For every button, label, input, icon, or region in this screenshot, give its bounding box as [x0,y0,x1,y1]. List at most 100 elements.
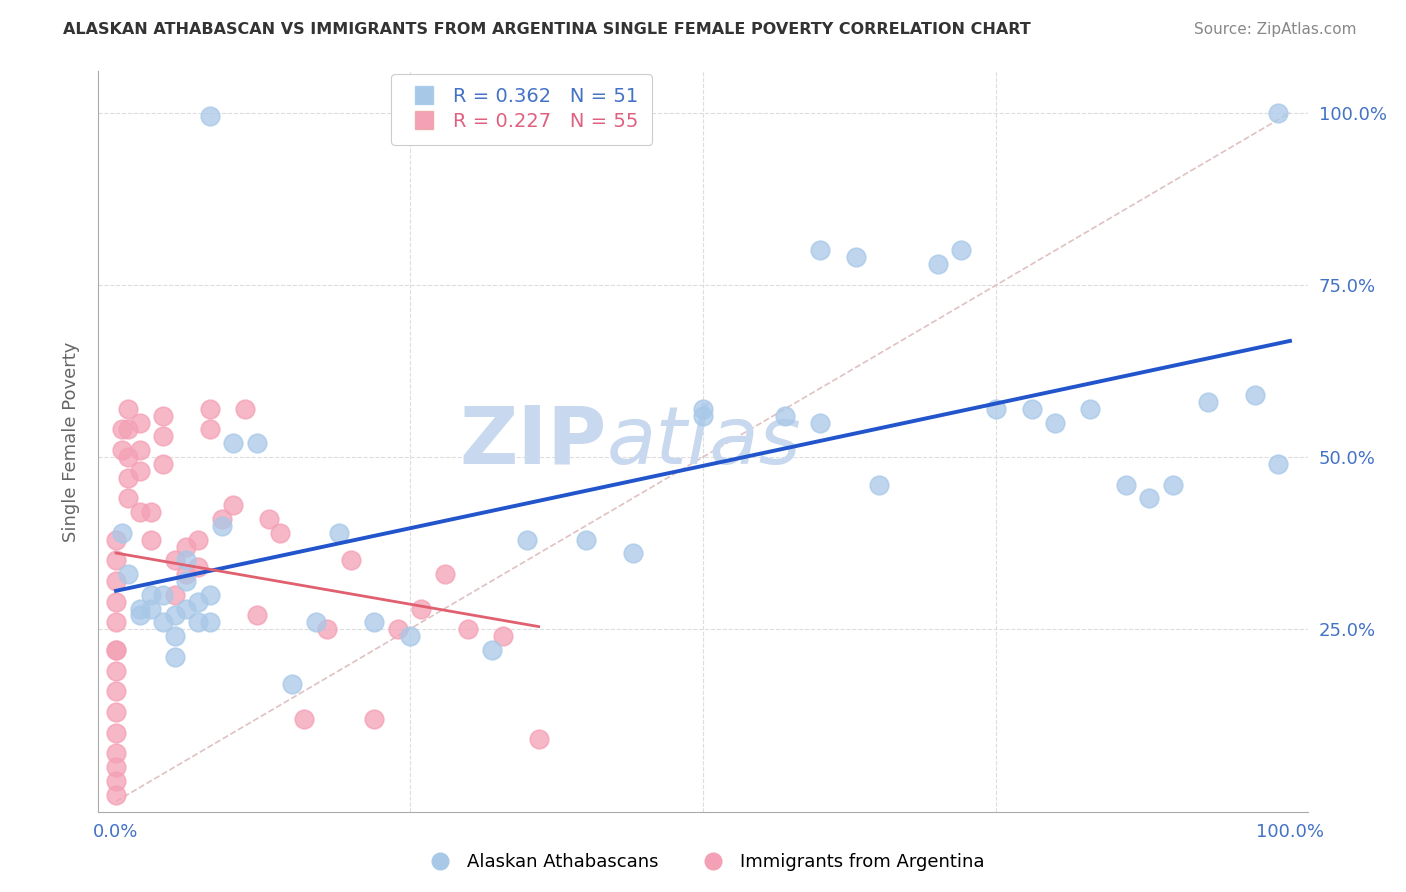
Point [292,712,315,726]
Y-axis label: Single Female Poverty: Single Female Poverty [62,342,80,541]
Point [211,519,233,533]
Point [411,601,433,615]
Point [1043,416,1066,430]
Point [1080,401,1102,416]
Point [176,567,198,582]
Point [117,567,139,582]
Point [246,436,269,450]
Point [111,422,134,436]
Point [257,512,280,526]
Point [198,615,221,630]
Text: atlas: atlas [606,402,801,481]
Point [117,401,139,416]
Point [233,401,256,416]
Point [1115,477,1137,491]
Point [105,615,128,630]
Point [187,533,209,547]
Point [211,512,233,526]
Point [176,574,198,588]
Point [398,629,420,643]
Point [340,553,363,567]
Point [117,450,139,464]
Text: ALASKAN ATHABASCAN VS IMMIGRANTS FROM ARGENTINA SINGLE FEMALE POVERTY CORRELATIO: ALASKAN ATHABASCAN VS IMMIGRANTS FROM AR… [63,22,1031,37]
Point [198,422,221,436]
Point [868,477,890,491]
Point [128,464,150,478]
Point [1243,388,1265,402]
Point [492,629,515,643]
Point [141,601,163,615]
Point [481,643,503,657]
Point [111,525,134,540]
Point [105,574,128,588]
Point [1267,457,1289,471]
Point [316,622,339,636]
Point [516,533,538,547]
Legend: Alaskan Athabascans, Immigrants from Argentina: Alaskan Athabascans, Immigrants from Arg… [415,847,991,879]
Point [363,615,385,630]
Point [152,615,174,630]
Point [222,436,245,450]
Point [105,553,128,567]
Point [808,244,831,258]
Point [187,595,209,609]
Point [152,588,174,602]
Point [575,533,598,547]
Point [176,553,198,567]
Point [105,773,128,788]
Point [105,760,128,774]
Point [187,615,209,630]
Point [198,401,221,416]
Point [105,664,128,678]
Text: Source: ZipAtlas.com: Source: ZipAtlas.com [1194,22,1357,37]
Point [246,608,269,623]
Point [141,588,163,602]
Point [163,588,186,602]
Point [128,608,150,623]
Point [152,457,174,471]
Point [187,560,209,574]
Point [621,546,644,560]
Point [176,601,198,615]
Point [117,471,139,485]
Point [692,409,714,423]
Point [128,505,150,519]
Legend: R = 0.362   N = 51, R = 0.227   N = 55: R = 0.362 N = 51, R = 0.227 N = 55 [391,74,652,145]
Point [808,416,831,430]
Point [457,622,479,636]
Point [198,109,221,123]
Point [1197,395,1219,409]
Point [105,746,128,760]
Point [105,788,128,802]
Point [927,257,949,271]
Text: ZIP: ZIP [458,402,606,481]
Point [141,533,163,547]
Point [105,643,128,657]
Point [1137,491,1160,506]
Point [128,416,150,430]
Point [845,250,868,264]
Point [163,553,186,567]
Point [105,705,128,719]
Point [363,712,385,726]
Point [105,533,128,547]
Point [269,525,291,540]
Point [128,601,150,615]
Point [163,629,186,643]
Point [1021,401,1043,416]
Point [1161,477,1184,491]
Point [198,588,221,602]
Point [152,429,174,443]
Point [117,491,139,506]
Point [117,422,139,436]
Point [304,615,326,630]
Point [986,401,1008,416]
Point [328,525,350,540]
Point [773,409,796,423]
Point [433,567,456,582]
Point [692,401,714,416]
Point [222,498,245,512]
Point [176,540,198,554]
Point [128,443,150,458]
Point [163,608,186,623]
